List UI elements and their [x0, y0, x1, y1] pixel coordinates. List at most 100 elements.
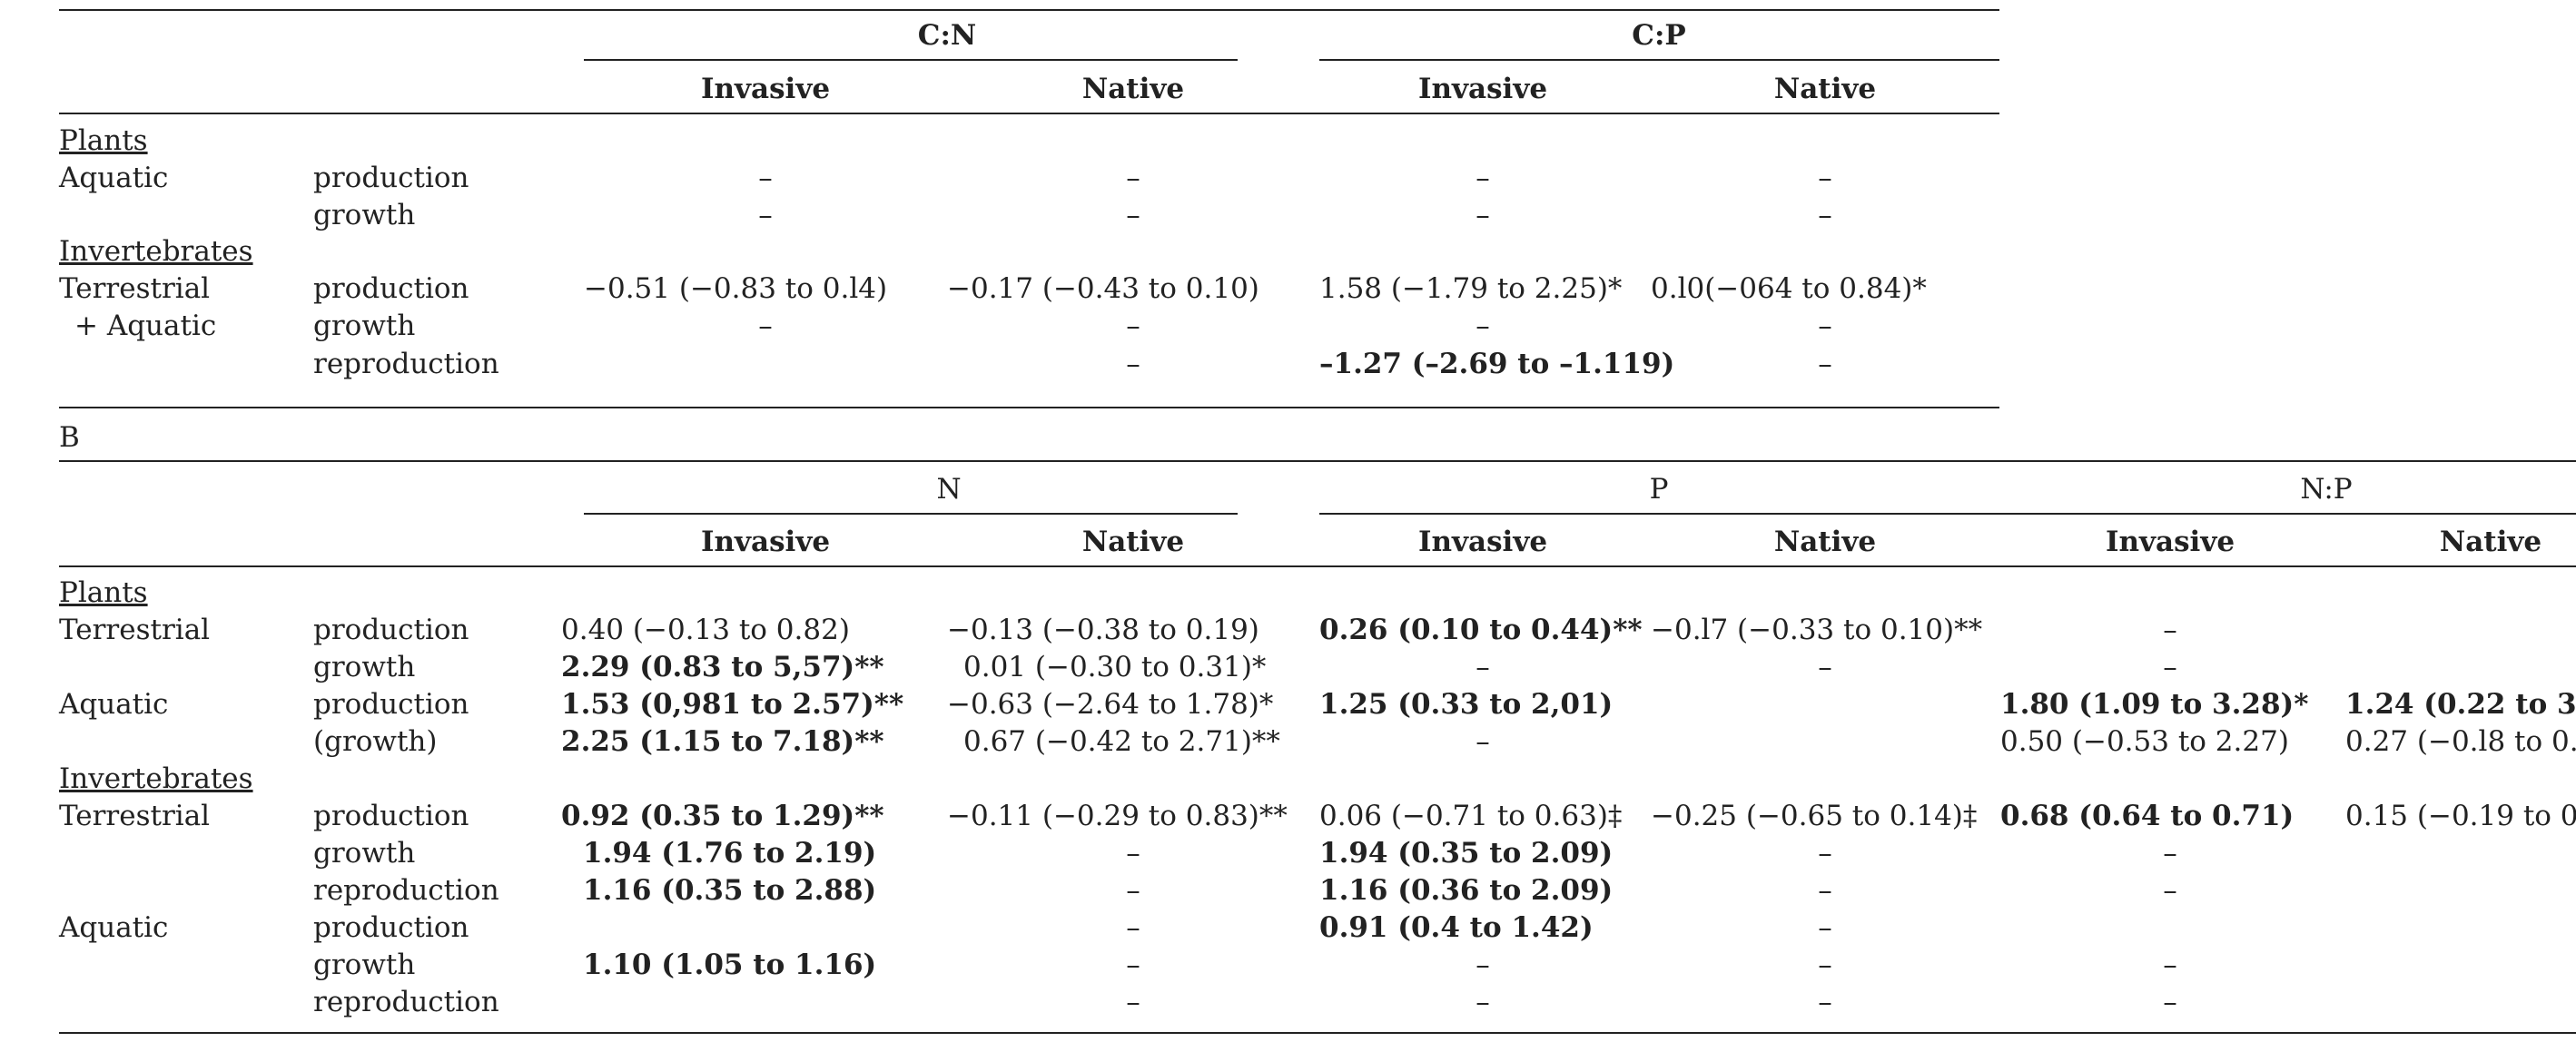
table-b-cell: −0.25 (−0.65 to 0.14)‡	[1651, 800, 1978, 832]
table-b-cell: –	[1818, 874, 1832, 907]
table-a-row-measure: production	[313, 272, 469, 305]
table-b-cell: –	[2163, 614, 2177, 646]
table-a-row-measure: growth	[313, 199, 416, 231]
table-a-group-plants: Plants	[59, 124, 148, 157]
table-b-cell: 1.24 (0.22 to 3.26	[2345, 688, 2576, 721]
table-a-sub-invasive-cp: Invasive	[1417, 73, 1548, 105]
table-b-cell: –	[1476, 651, 1490, 683]
table-a-cell: –	[1126, 199, 1140, 231]
table-b-cell: 1.16 (0.35 to 2.88)	[583, 874, 877, 907]
table-a-cell: 1.58 (−1.79 to 2.25)*	[1319, 272, 1623, 305]
table-b-np-rule	[1991, 513, 2576, 515]
table-a-sub-native-cp: Native	[1773, 73, 1877, 105]
table-b-cell: 0.01 (−0.30 to 0.31)*	[963, 651, 1267, 683]
table-b-row-measure: growth	[313, 837, 416, 870]
table-b-cell: –	[1476, 949, 1490, 981]
table-b-sub-native-np: Native	[2439, 526, 2542, 558]
table-a-cn-rule	[584, 59, 1238, 61]
table-a-cell: –	[1126, 310, 1140, 342]
table-b-cell: 0.06 (−0.71 to 0.63)‡	[1319, 800, 1623, 832]
table-b-cell: 0.50 (−0.53 to 2.27)	[2000, 725, 2289, 758]
table-b-sub-native-n: Native	[1081, 526, 1185, 558]
table-a-row-measure: reproduction	[313, 348, 499, 380]
table-b-cell: –	[2163, 837, 2177, 870]
table-a-cell: –	[758, 310, 773, 342]
section-b-label: B	[59, 421, 80, 454]
table-b-cell: –	[1126, 911, 1140, 944]
table-b-cell: 0.67 (−0.42 to 2.71)**	[963, 725, 1280, 758]
table-b-header-np: N:P	[2300, 473, 2353, 506]
table-b-cell: 1.25 (0.33 to 2,01)	[1319, 688, 1614, 721]
table-b-p-rule	[1319, 513, 1991, 515]
table-b-group-plants: Plants	[59, 576, 148, 609]
table-b-sub-invasive-n: Invasive	[700, 526, 831, 558]
table-a-row-measure: production	[313, 162, 469, 194]
table-a-group-invertebrates: Invertebrates	[59, 235, 253, 268]
table-b-cell: 1.94 (1.76 to 2.19)	[583, 837, 877, 870]
table-b-cell: –	[1126, 949, 1140, 981]
table-b-cell: −0.13 (−0.38 to 0.19)	[947, 614, 1259, 646]
table-b-cell: −0.63 (−2.64 to 1.78)*	[947, 688, 1274, 721]
table-b-cell: 1.10 (1.05 to 1.16)	[583, 949, 877, 981]
table-a-row-name: Aquatic	[59, 162, 169, 194]
table-b-row-measure: production	[313, 614, 469, 646]
table-a-cell: –	[1476, 162, 1490, 194]
table-b-row-measure: growth	[313, 651, 416, 683]
table-b-header-rule	[59, 565, 2576, 567]
table-b-cell: 1.16 (0.36 to 2.09)	[1319, 874, 1614, 907]
table-b-cell: −0.l7 (−0.33 to 0.10)**	[1651, 614, 1983, 646]
table-b-cell: 1.53 (0,981 to 2.57)**	[561, 688, 904, 721]
table-a-cell: −0.17 (−0.43 to 0.10)	[947, 272, 1259, 305]
table-b-cell: –	[1818, 651, 1832, 683]
table-b-cell: –	[1476, 986, 1490, 1018]
table-b-cell: –	[1126, 837, 1140, 870]
table-b-cell: 0.27 (−0.l8 to 0.5	[2345, 725, 2576, 758]
table-b-cell: 2.29 (0.83 to 5,57)**	[561, 651, 884, 683]
table-b-cell: 0.15 (−0.19 to 0.4	[2345, 800, 2576, 832]
table-b-cell: 1.80 (1.09 to 3.28)*	[2000, 688, 2309, 721]
table-a-cell: −0.51 (−0.83 to 0.l4)	[584, 272, 888, 305]
table-b-row-measure: production	[313, 911, 469, 944]
table-a-cell: –	[758, 199, 773, 231]
table-b-cell: –	[1818, 986, 1832, 1018]
table-a-cell: –	[758, 162, 773, 194]
table-a-top-rule	[59, 9, 1999, 11]
table-b-top-rule	[59, 460, 2576, 462]
table-b-cell: –	[1818, 837, 1832, 870]
table-b-cell: 0.68 (0.64 to 0.71)	[2000, 800, 2295, 832]
table-b-row-measure: production	[313, 688, 469, 721]
table-b-cell: 1.94 (0.35 to 2.09)	[1319, 837, 1614, 870]
table-b-row-measure: reproduction	[313, 986, 499, 1018]
table-b-cell: 0.92 (0.35 to 1.29)**	[561, 800, 884, 832]
table-b-cell: –	[2163, 949, 2177, 981]
table-b-cell: –	[1818, 949, 1832, 981]
table-a-cell: –	[1818, 162, 1832, 194]
table-a-bottom-rule	[59, 407, 1999, 408]
table-b-cell: −0.11 (−0.29 to 0.83)**	[947, 800, 1288, 832]
table-a-header-cn: C:N	[917, 19, 977, 52]
table-b-cell: –	[2163, 874, 2177, 907]
table-b-row-measure: production	[313, 800, 469, 832]
table-a-cell: –	[1126, 348, 1140, 380]
table-b-row-measure: reproduction	[313, 874, 499, 907]
table-a-cell: –	[1476, 199, 1490, 231]
table-b-cell: 0.26 (0.10 to 0.44)**	[1319, 614, 1643, 646]
table-b-cell: 2.25 (1.15 to 7.18)**	[561, 725, 884, 758]
table-b-cell: –	[2163, 986, 2177, 1018]
table-a-cell: –	[1476, 310, 1490, 342]
table-b-cell: –	[1126, 986, 1140, 1018]
table-b-row-name: Terrestrial	[59, 800, 211, 832]
table-b-group-invertebrates: Invertebrates	[59, 762, 253, 795]
table-a-row-name: + Aquatic	[74, 310, 217, 342]
table-a-sub-invasive-cn: Invasive	[700, 73, 831, 105]
table-b-cell: 0.40 (−0.13 to 0.82)	[561, 614, 850, 646]
table-b-sub-invasive-np: Invasive	[2105, 526, 2235, 558]
table-b-sub-invasive-p: Invasive	[1417, 526, 1548, 558]
table-b-row-name: Aquatic	[59, 688, 169, 721]
table-b-n-rule	[584, 513, 1238, 515]
table-a-cp-rule	[1319, 59, 1999, 61]
table-a-header-rule	[59, 113, 1999, 114]
table-a-cell: –1.27 (–2.69 to –1.119)	[1319, 348, 1675, 380]
table-b-sub-native-p: Native	[1773, 526, 1877, 558]
table-a-cell: –	[1818, 348, 1832, 380]
